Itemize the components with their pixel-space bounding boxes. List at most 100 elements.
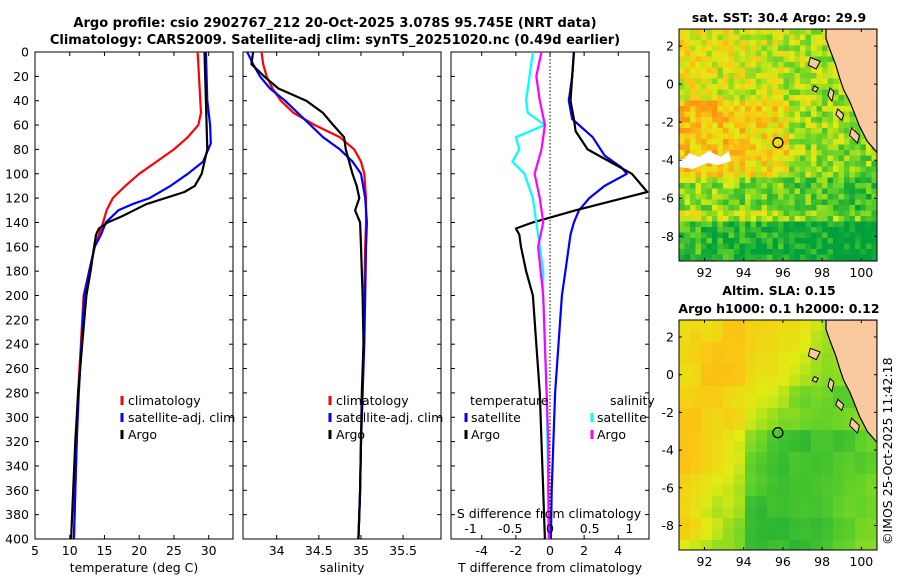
map-cell bbox=[701, 84, 707, 90]
map-cell bbox=[772, 194, 779, 200]
series-line-argo bbox=[70, 52, 209, 539]
map-cell bbox=[728, 122, 735, 129]
map-cell bbox=[833, 364, 845, 376]
map-cell bbox=[690, 111, 696, 118]
map-cell bbox=[767, 232, 773, 239]
map-cell bbox=[811, 463, 823, 475]
map-cell bbox=[723, 496, 735, 508]
map-cell bbox=[772, 210, 779, 217]
map-cell bbox=[822, 117, 828, 123]
map-cell bbox=[811, 34, 817, 41]
map-cell bbox=[717, 254, 724, 261]
map-cell bbox=[767, 51, 773, 57]
map-cell bbox=[844, 188, 850, 195]
map-cell bbox=[701, 353, 713, 365]
map-cell bbox=[767, 78, 773, 85]
map-cell bbox=[728, 183, 735, 189]
map-cell bbox=[684, 227, 691, 233]
map-cell bbox=[844, 430, 856, 442]
map-cell bbox=[816, 150, 823, 156]
map-cell bbox=[723, 529, 735, 541]
map-cell bbox=[690, 78, 696, 85]
map-cell bbox=[794, 100, 801, 107]
map-cell bbox=[822, 540, 834, 550]
map-cell bbox=[767, 353, 779, 365]
map-cell bbox=[794, 227, 801, 233]
map-cell bbox=[690, 62, 696, 68]
map-cell bbox=[723, 100, 729, 107]
y-tick-label: 400 bbox=[5, 532, 29, 547]
map-cell bbox=[684, 95, 691, 101]
map-cell bbox=[728, 45, 735, 52]
map-cell bbox=[756, 78, 762, 85]
map-cell bbox=[866, 232, 872, 239]
map-cell bbox=[706, 205, 713, 211]
map-cell bbox=[800, 183, 806, 189]
map-cell bbox=[838, 194, 845, 200]
map-cell bbox=[794, 34, 801, 41]
map-cell bbox=[767, 122, 773, 129]
map-cell bbox=[690, 227, 696, 233]
map-cell bbox=[706, 177, 713, 184]
map-cell bbox=[745, 232, 751, 239]
map-cell bbox=[866, 216, 872, 222]
map-cell bbox=[778, 199, 784, 206]
map-cell bbox=[767, 29, 773, 35]
map-cell bbox=[750, 216, 757, 222]
map-cell bbox=[805, 243, 812, 250]
map-cell bbox=[728, 78, 735, 85]
sla-map-title: Altim. SLA: 0.15 bbox=[722, 283, 836, 298]
map-cell bbox=[761, 51, 768, 57]
map-cell bbox=[789, 117, 795, 123]
map-cell bbox=[706, 128, 713, 134]
map-cell bbox=[750, 183, 757, 189]
map-cell bbox=[723, 150, 729, 156]
map-cell bbox=[838, 128, 845, 134]
map-cell bbox=[723, 238, 729, 244]
map-cell bbox=[690, 84, 696, 90]
map-cell bbox=[745, 89, 751, 96]
map-cell bbox=[756, 62, 762, 68]
map-cell bbox=[805, 95, 812, 101]
map-cell bbox=[822, 496, 834, 508]
map-cell bbox=[679, 194, 685, 200]
map-cell bbox=[783, 51, 790, 57]
y-tick-label: -6 bbox=[662, 480, 675, 495]
map-cell bbox=[728, 29, 735, 35]
map-cell bbox=[838, 122, 845, 129]
map-cell bbox=[811, 133, 817, 140]
map-cell bbox=[866, 172, 872, 178]
map-cell bbox=[745, 254, 751, 261]
map-cell bbox=[822, 95, 828, 101]
map-cell bbox=[723, 40, 729, 46]
map-cell bbox=[739, 254, 746, 261]
map-cell bbox=[816, 166, 823, 173]
map-cell bbox=[778, 507, 790, 519]
map-cell bbox=[701, 45, 707, 52]
map-cell bbox=[739, 111, 746, 118]
map-cell bbox=[734, 51, 740, 57]
map-cell bbox=[717, 95, 724, 101]
map-cell bbox=[800, 95, 806, 101]
map-cell bbox=[816, 34, 823, 41]
y-tick-label: 380 bbox=[5, 507, 29, 522]
map-cell bbox=[778, 243, 784, 250]
map-cell bbox=[805, 183, 812, 189]
map-cell bbox=[855, 166, 861, 173]
secondary-tick-label: 0.5 bbox=[580, 521, 600, 536]
map-cell bbox=[701, 95, 707, 101]
map-cell bbox=[745, 452, 757, 464]
map-cell bbox=[871, 172, 877, 178]
map-cell bbox=[866, 227, 872, 233]
map-cell bbox=[679, 122, 685, 129]
map-cell bbox=[728, 188, 735, 195]
argo-position-marker bbox=[772, 137, 784, 149]
map-cell bbox=[816, 62, 823, 68]
map-cell bbox=[844, 216, 850, 222]
map-cell bbox=[684, 100, 691, 107]
map-cell bbox=[739, 100, 746, 107]
map-cell bbox=[739, 133, 746, 140]
map-cell bbox=[679, 485, 691, 497]
map-cell bbox=[684, 172, 691, 178]
map-cell bbox=[695, 56, 702, 63]
